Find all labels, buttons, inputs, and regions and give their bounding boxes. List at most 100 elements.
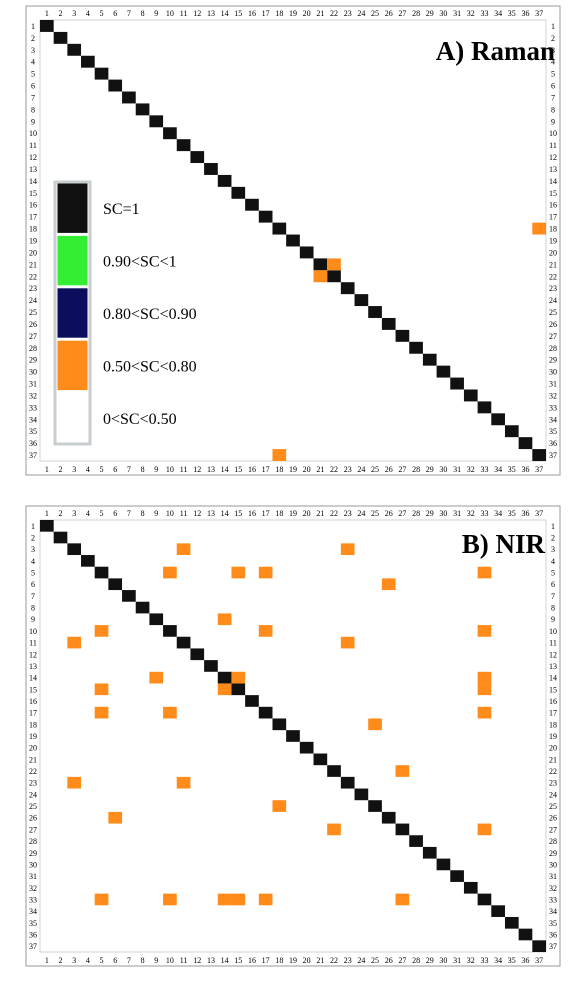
y-tick-label-left: 13 [29,662,37,671]
x-tick-label-bottom: 4 [86,956,90,965]
y-tick-label-right: 28 [549,837,557,846]
panel-nir: 1122334455667788991010111112121313141415… [25,505,561,967]
y-tick-label-right: 18 [549,225,557,234]
diagonal-cell [149,613,164,626]
legend-label: SC=1 [103,201,140,218]
y-tick-label-right: 26 [549,320,557,329]
x-tick-label-top: 4 [86,509,90,518]
diagonal-cell [94,566,109,579]
x-tick-label-bottom: 16 [248,956,256,965]
x-tick-label-bottom: 21 [316,465,324,474]
y-tick-label-left: 30 [29,368,37,377]
diagonal-cell [368,306,382,318]
x-tick-label-bottom: 5 [100,465,104,474]
legend-swatch [57,393,88,443]
x-tick-label-top: 34 [494,9,502,18]
x-tick-label-bottom: 16 [248,465,256,474]
x-tick-label-top: 10 [166,9,174,18]
heatmap-cell [477,625,492,637]
diagonal-cell [450,377,464,390]
legend-swatch [57,340,88,391]
x-tick-label-top: 6 [113,9,117,18]
x-tick-label-bottom: 28 [412,465,420,474]
x-tick-label-bottom: 10 [166,956,174,965]
x-tick-label-top: 2 [59,509,63,518]
diagonal-cell [204,660,218,672]
y-tick-label-right: 16 [549,697,557,706]
x-tick-label-bottom: 7 [127,956,131,965]
x-tick-label-bottom: 13 [207,465,215,474]
x-tick-label-top: 7 [127,509,131,518]
y-tick-label-right: 19 [549,237,557,246]
heatmap-cell [477,706,492,719]
y-tick-label-left: 28 [29,837,37,846]
heatmap-cell [67,776,82,789]
x-tick-label-bottom: 19 [289,956,297,965]
x-tick-label-bottom: 1 [45,956,49,965]
diagonal-cell [381,811,396,824]
y-tick-label-left: 12 [29,650,37,659]
diagonal-cell [450,870,464,882]
x-tick-label-bottom: 17 [262,956,270,965]
diagonal-cell [491,413,505,426]
y-tick-label-left: 10 [29,129,37,138]
x-tick-label-bottom: 4 [86,465,90,474]
x-tick-label-bottom: 8 [141,956,145,965]
panel-frame [25,505,561,967]
y-tick-label-right: 14 [549,177,557,186]
diagonal-cell [245,198,259,211]
x-tick-label-bottom: 7 [127,465,131,474]
y-tick-label-left: 22 [29,767,37,776]
legend-label: 0.80<SC<0.90 [103,306,197,323]
diagonal-cell [532,940,546,952]
y-tick-label-right: 36 [549,439,557,448]
x-tick-label-bottom: 37 [535,956,543,965]
x-tick-label-bottom: 14 [221,956,229,965]
y-tick-label-left: 16 [29,201,37,210]
x-tick-label-bottom: 25 [371,956,379,965]
heatmap-cell [94,706,109,719]
x-tick-label-bottom: 36 [521,956,529,965]
x-tick-label-bottom: 6 [113,956,117,965]
x-tick-label-top: 13 [207,509,215,518]
x-tick-label-top: 15 [234,9,242,18]
y-tick-label-left: 11 [29,141,37,150]
y-tick-label-right: 34 [549,907,557,916]
diagonal-cell [504,425,519,438]
y-tick-label-left: 7 [31,93,35,102]
y-tick-label-right: 3 [551,46,555,55]
legend-swatch [57,235,88,286]
x-tick-label-top: 21 [316,9,324,18]
diagonal-cell [94,67,109,80]
y-tick-label-right: 30 [549,860,557,869]
x-tick-label-bottom: 27 [398,465,406,474]
x-tick-label-top: 23 [344,509,352,518]
y-tick-label-right: 17 [549,709,557,718]
x-tick-label-bottom: 11 [180,465,188,474]
x-tick-label-top: 33 [480,9,488,18]
y-tick-label-right: 32 [549,391,557,400]
y-tick-label-right: 33 [549,895,557,904]
x-tick-label-bottom: 9 [154,465,158,474]
y-tick-label-right: 23 [549,779,557,788]
y-tick-label-left: 21 [29,755,37,764]
diagonal-cell [340,282,355,295]
heatmap-cell [327,823,341,836]
diagonal-cell [477,401,492,414]
y-tick-label-left: 6 [31,82,35,91]
heatmap-cell [94,893,109,906]
x-tick-label-bottom: 22 [330,956,338,965]
y-tick-label-left: 29 [29,849,37,858]
y-tick-label-left: 32 [29,884,37,893]
diagonal-cell [504,916,519,929]
diagonal-cell [395,823,410,836]
plot-area [39,519,547,953]
y-tick-label-left: 29 [29,356,37,365]
panel-frame [25,5,561,476]
x-tick-label-bottom: 11 [180,956,188,965]
diagonal-cell [258,706,273,719]
x-tick-label-top: 17 [262,509,270,518]
y-tick-label-right: 11 [549,141,557,150]
y-tick-label-left: 12 [29,153,37,162]
y-tick-label-right: 31 [549,380,557,389]
